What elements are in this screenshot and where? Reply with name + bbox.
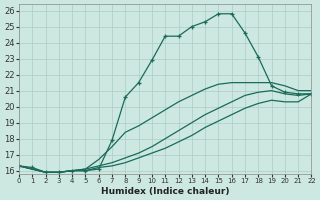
- X-axis label: Humidex (Indice chaleur): Humidex (Indice chaleur): [101, 187, 229, 196]
